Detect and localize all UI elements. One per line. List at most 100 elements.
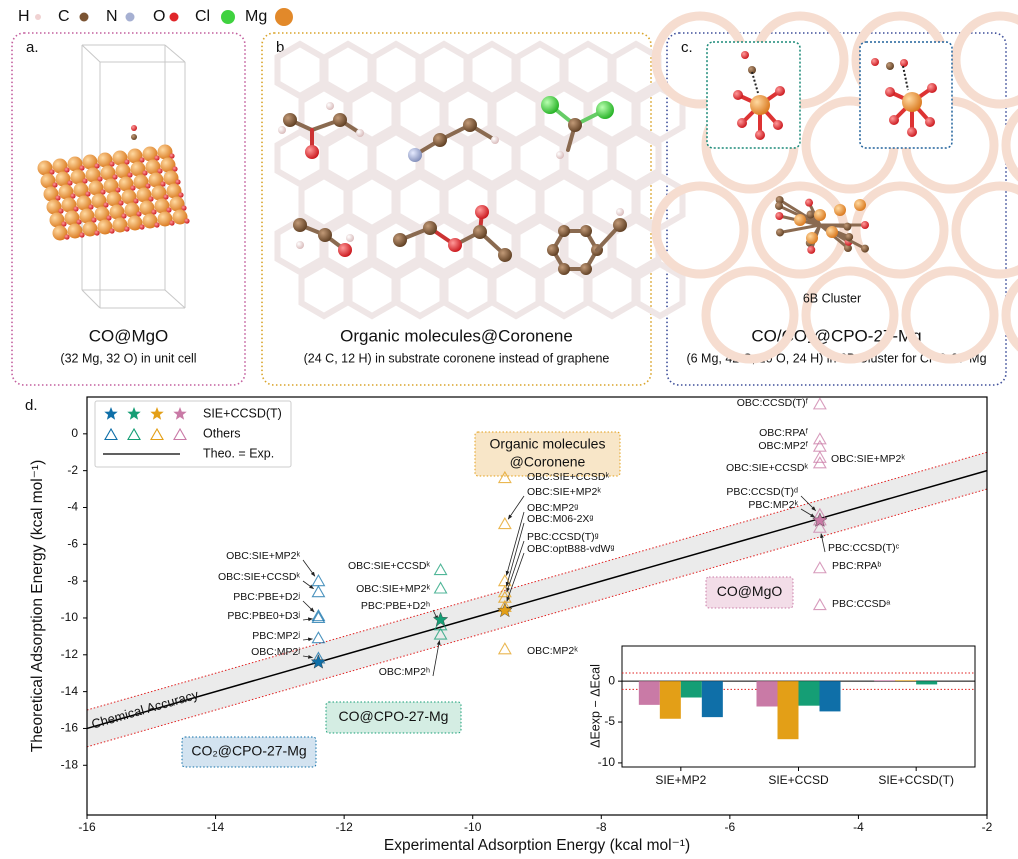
method-label: PBC:CCSD(T)ᶜ [828,542,900,554]
legend-triangle [150,427,164,441]
atom [154,155,160,161]
atom [902,92,922,112]
atom [85,167,101,183]
atom-swatch [169,12,179,22]
dash [902,65,909,91]
label-arrow [302,600,315,613]
atom [807,245,816,254]
method-label: OBC:SIE+MP2ᵏ [831,453,905,465]
atom [491,136,499,144]
label-arrow [800,495,816,511]
atom [133,198,139,204]
atom [70,169,86,185]
panel-subtitle: (32 Mg, 32 O) in unit cell [60,351,196,365]
atom [76,219,82,225]
method-label: OBC:MP2ᵏ [527,645,578,657]
atom [393,233,407,247]
atom [774,201,783,210]
method-label: OBC:SIE+MP2ᵏ [226,550,300,562]
panel-label: a. [26,39,39,56]
plot-frame [86,396,988,816]
atom [103,178,119,194]
other-method-point [433,581,448,594]
cell-edge [164,44,186,63]
atom [40,173,56,189]
atom [154,198,170,214]
x-tick-label: -10 [464,820,482,834]
atom [124,202,140,218]
other-method-point [497,470,512,484]
atom [109,228,115,234]
bar [916,681,938,685]
atom [55,171,71,187]
method-label: OBC:MP2ᵍ [527,502,578,514]
atom [136,211,142,217]
atom [79,165,85,171]
label-arrow [505,522,525,587]
atom-symbol: Cl [195,8,210,25]
label-arrow [302,580,314,589]
method-label: PBC:PBE+D2ʲ [233,591,300,603]
atom [127,172,133,178]
atom [130,185,136,191]
atom-symbol: O [153,8,165,25]
sie-ccsdt-point [310,654,327,669]
bar [819,681,841,712]
atom [541,96,559,114]
atom [130,161,146,177]
atom [475,205,489,219]
label-arrow [506,552,525,602]
atom [900,59,908,67]
y-tick-label: -14 [61,684,79,698]
coronene-ring [322,40,374,100]
sie-ccsdt-point [432,611,449,627]
atom [596,101,614,119]
cell-edge [164,289,186,309]
bar [659,681,681,719]
cluster-label: 6B Cluster [803,291,861,305]
bar [874,680,896,682]
other-method-point [497,516,512,530]
label-arrow [302,617,313,622]
coronene-ring [442,172,494,232]
atom [326,102,334,110]
method-label: OBC:SIE+MP2ᵏ [356,583,430,595]
atom [433,133,447,147]
atom [755,130,765,140]
atom [49,169,55,175]
atom [814,209,826,221]
atom [160,181,166,187]
atom [112,217,128,233]
atom [861,221,869,229]
atom [169,196,185,212]
legend-triangle [127,427,141,441]
atom [151,185,167,201]
x-tick-label: -2 [982,820,993,834]
y-tick-label: 0 [608,673,615,687]
coronene-ring [586,172,638,232]
inset-y-label: ΔEexp − ΔEcal [588,664,602,748]
atom-swatch [79,12,89,22]
group-name: CO@MgO [717,583,783,599]
atom [775,196,784,205]
atom [142,146,158,162]
x-tick-label: -6 [725,820,736,834]
atom [558,224,570,237]
coronene-ring [490,84,542,144]
mof-pore [901,266,999,364]
bar [798,681,820,706]
atom [154,222,160,228]
y-tick-label: -18 [61,757,79,771]
y-tick-label: -2 [67,463,78,477]
atom [885,87,895,97]
atom [178,192,184,198]
coronene-ring [394,260,446,320]
legend-triangle [104,427,118,441]
atom [305,145,319,159]
atom [52,225,68,241]
atom [139,200,155,216]
atom [157,211,173,227]
coronene-ring [298,260,350,320]
atom [338,243,352,257]
atom [886,62,894,70]
